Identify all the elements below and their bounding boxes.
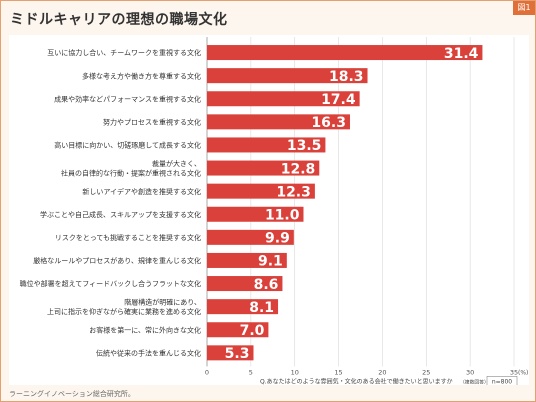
bar-value-label: 12.3	[276, 184, 311, 200]
category-label-line: 多様な考え方や働き方を尊重する文化	[82, 71, 201, 80]
bar	[207, 137, 326, 153]
category-label-line: 厳格なルールやプロセスがあり、規律を重んじる文化	[33, 256, 201, 265]
category-label: 厳格なルールやプロセスがあり、規律を重んじる文化	[33, 256, 201, 265]
category-label: 伝統や従来の手法を重んじる文化	[96, 348, 201, 357]
category-label: 新しいアイデアや創造を推奨する文化	[82, 187, 201, 196]
x-tick-label: 5	[249, 368, 253, 376]
bar-value-label: 8.1	[249, 300, 274, 316]
bar	[207, 68, 368, 84]
sample-size-label: n=800	[492, 378, 512, 385]
bar	[207, 229, 294, 245]
x-tick-label: 15	[334, 368, 342, 376]
bar-value-label: 13.5	[287, 138, 322, 154]
bar	[207, 252, 287, 268]
category-label-line: 階層構造が明確にあり、	[124, 298, 201, 307]
bar-value-label: 18.3	[329, 69, 364, 85]
source-credit: ラーニングイノベーション総合研究所。	[9, 390, 135, 398]
category-label-line: 高い目標に向かい、切磋琢磨して成長する文化	[54, 141, 201, 150]
x-tick-label: 0	[205, 368, 209, 376]
category-label-line: お客様を第一に、常に外向きな文化	[89, 325, 201, 334]
category-label-line: 努力やプロセスを重視する文化	[103, 117, 201, 126]
category-label-line: 裁量が大きく、	[152, 159, 201, 168]
bar-value-label: 17.4	[321, 92, 356, 108]
bar-value-label: 8.6	[254, 277, 279, 293]
bar-value-label: 31.4	[444, 46, 479, 62]
bar-value-label: 16.3	[311, 115, 346, 131]
bar	[207, 276, 283, 292]
bar-value-label: 11.0	[265, 207, 300, 223]
x-tick-label: 30	[466, 368, 474, 376]
category-label-line: 新しいアイデアや創造を推奨する文化	[82, 187, 201, 196]
bar	[207, 299, 279, 315]
category-label: 成果や効率などパフォーマンスを重視する文化	[54, 94, 201, 103]
category-label: 互いに協力し合い、チームワークを重視する文化	[47, 48, 201, 57]
category-label-line: 成果や効率などパフォーマンスを重視する文化	[54, 94, 201, 103]
category-label: 裁量が大きく、社員の自律的な行動・提案が重視される文化	[61, 159, 201, 178]
x-tick-label: 35	[510, 368, 518, 376]
category-label-line: 上司に指示を仰ぎながら確実に業務を進める文化	[47, 307, 201, 316]
category-label-line: 伝統や従来の手法を重んじる文化	[96, 348, 201, 357]
x-unit-label: (%)	[518, 369, 528, 376]
bar	[207, 322, 269, 338]
category-label: 学ぶことや自己成長、スキルアップを支援する文化	[40, 210, 201, 219]
bar	[207, 160, 320, 176]
category-label: リスクをとっても挑戦することを推奨する文化	[55, 233, 201, 242]
survey-question: Q.あなたはどのような雰囲気・文化のある会社で働きたいと思いますか	[260, 377, 453, 385]
bar	[207, 91, 360, 107]
category-label: 職位や部署を超えてフィードバックし合うフラットな文化	[20, 279, 201, 288]
category-label-line: 互いに協力し合い、チームワークを重視する文化	[47, 48, 201, 57]
x-tick-label: 25	[422, 368, 430, 376]
category-label-line: 職位や部署を超えてフィードバックし合うフラットな文化	[20, 279, 201, 288]
category-label-line: リスクをとっても挑戦することを推奨する文化	[55, 233, 201, 242]
bar	[207, 206, 304, 222]
x-tick-label: 10	[291, 368, 299, 376]
sample-size-box	[486, 376, 518, 385]
bar-value-label: 5.3	[225, 346, 250, 362]
category-label: 多様な考え方や働き方を尊重する文化	[82, 71, 201, 80]
bar	[207, 114, 350, 130]
category-label: お客様を第一に、常に外向きな文化	[89, 325, 201, 334]
category-label: 高い目標に向かい、切磋琢磨して成長する文化	[54, 141, 201, 150]
bar	[207, 345, 254, 361]
survey-question-note: （複数回答）	[460, 378, 489, 385]
chart-panel: 31.4 互いに協力し合い、チームワークを重視する文化 18.3 多様な考え方や働き方…	[9, 35, 529, 385]
bar	[207, 183, 315, 199]
category-label-line: 社員の自律的な行動・提案が重視される文化	[61, 168, 201, 177]
bar-value-label: 9.9	[265, 231, 290, 247]
bar-value-label: 9.1	[258, 254, 283, 270]
chart-title: ミドルキャリアの理想の職場文化	[10, 12, 228, 28]
bar-value-label: 12.8	[281, 161, 316, 177]
figure-number-badge: 図1	[513, 1, 535, 15]
category-label-line: 学ぶことや自己成長、スキルアップを支援する文化	[40, 210, 201, 219]
category-label: 努力やプロセスを重視する文化	[103, 117, 201, 126]
category-label: 階層構造が明確にあり、上司に指示を仰ぎながら確実に業務を進める文化	[47, 298, 201, 317]
bar	[207, 45, 483, 61]
bar-value-label: 7.0	[240, 323, 265, 339]
x-tick-label: 20	[378, 368, 386, 376]
bar-chart: 31.4 互いに協力し合い、チームワークを重視する文化 18.3 多様な考え方や働き方…	[20, 37, 528, 385]
